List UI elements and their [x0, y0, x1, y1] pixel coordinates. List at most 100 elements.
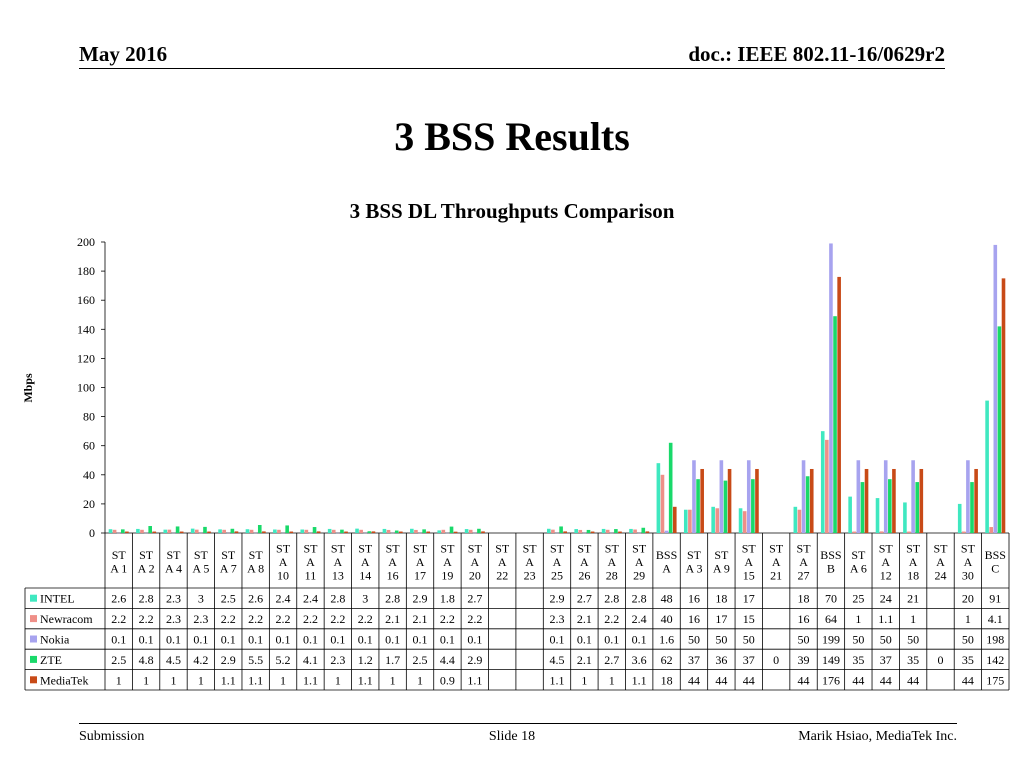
bar-nokia [856, 460, 861, 533]
bar-zte [696, 479, 700, 533]
bar-zte [257, 524, 262, 533]
data-value: 2.3 [166, 612, 181, 626]
data-value: 15 [743, 612, 755, 626]
data-value: 18 [798, 592, 810, 606]
data-value: 1.1 [632, 673, 647, 687]
bar-newracom [112, 529, 117, 533]
data-value: 2.2 [111, 612, 126, 626]
data-value: 1.6 [659, 633, 674, 647]
bar-newracom [989, 527, 994, 533]
data-value: 2.3 [550, 612, 565, 626]
bar-intel [820, 431, 825, 533]
category-label: ST A 29 [632, 541, 647, 582]
category-label: BSS A [656, 548, 677, 576]
data-value: 37 [688, 653, 700, 667]
legend-label: MediaTek [40, 673, 88, 687]
category-label: ST A 26 [577, 541, 592, 582]
data-value: 2.2 [248, 612, 263, 626]
bar-mediatek [152, 531, 157, 533]
bar-intel [683, 509, 688, 533]
data-value: 44 [743, 673, 755, 687]
data-value: 36 [715, 653, 727, 667]
data-value: 17 [715, 612, 727, 626]
data-value: 3.6 [632, 653, 647, 667]
bar-mediatek [727, 468, 732, 533]
data-value: 0.1 [330, 633, 345, 647]
category-label: ST A 30 [961, 541, 976, 582]
bar-nokia [692, 460, 696, 533]
bar-zte [668, 442, 673, 533]
data-value: 0.1 [358, 633, 373, 647]
bar-newracom [277, 529, 281, 533]
data-value: 0.1 [221, 633, 236, 647]
data-value: 0.1 [440, 633, 455, 647]
data-value: 70 [825, 592, 837, 606]
legend-swatch-newracom [30, 615, 37, 623]
chart-title: 3 BSS DL Throughputs Comparison [350, 199, 675, 223]
bar-intel [875, 498, 880, 533]
data-value: 0.9 [440, 673, 455, 687]
data-value: 50 [852, 633, 864, 647]
data-value: 1.8 [440, 592, 455, 606]
bar-mediatek [316, 531, 321, 533]
data-value: 18 [715, 592, 727, 606]
bar-newracom [715, 508, 720, 533]
data-value: 2.8 [330, 592, 345, 606]
footer-slide-number: Slide 18 [488, 729, 536, 744]
data-value: 91 [989, 592, 1001, 606]
data-value: 0.1 [139, 633, 154, 647]
data-value: 4.5 [550, 653, 565, 667]
bar-mediatek [179, 531, 184, 533]
data-value: 4.4 [440, 653, 455, 667]
data-value: 40 [661, 612, 673, 626]
category-label: ST A 18 [906, 541, 921, 582]
data-value: 2.8 [632, 592, 647, 606]
bar-zte [477, 528, 481, 533]
category-label: ST A 11 [303, 541, 318, 582]
bar-intel [136, 528, 140, 533]
category-label: ST A 9 [713, 548, 730, 576]
data-value: 2.5 [413, 653, 428, 667]
bar-intel [382, 528, 387, 533]
category-label: ST A 10 [276, 541, 291, 582]
data-value: 35 [962, 653, 974, 667]
data-value: 5.5 [248, 653, 263, 667]
legend-label: INTEL [40, 592, 75, 606]
data-value: 1 [855, 612, 861, 626]
bar-zte [422, 529, 426, 533]
category-label: ST A 7 [220, 548, 237, 576]
bar-newracom [825, 439, 829, 533]
legend-swatch-nokia [30, 635, 37, 643]
bar-intel [218, 529, 222, 533]
bar-newracom [797, 509, 802, 533]
bar-zte [148, 526, 152, 533]
bar-newracom [441, 529, 446, 533]
data-value: 1.1 [878, 612, 893, 626]
y-tick-label: 200 [77, 235, 95, 249]
bar-zte [614, 529, 618, 533]
bar-intel [300, 529, 305, 533]
category-label: ST A 2 [138, 548, 155, 576]
bar-newracom [551, 529, 555, 533]
bar-mediatek [371, 531, 376, 533]
y-tick-label: 20 [83, 497, 95, 511]
bar-zte [970, 482, 974, 533]
data-value: 20 [962, 592, 974, 606]
bar-intel [711, 506, 715, 533]
bar-mediatek [645, 531, 650, 533]
bar-intel [547, 528, 551, 533]
bar-newracom [660, 474, 665, 533]
bar-zte [833, 316, 837, 533]
bar-zte [175, 526, 180, 533]
data-value: 1 [910, 612, 916, 626]
bar-zte [805, 476, 810, 533]
bar-nokia [829, 243, 833, 533]
data-value: 24 [880, 592, 892, 606]
data-value: 2.5 [221, 592, 236, 606]
data-value: 39 [798, 653, 810, 667]
bar-zte [120, 529, 125, 533]
data-value: 2.6 [111, 592, 126, 606]
bar-mediatek [809, 468, 814, 533]
data-value: 4.2 [193, 653, 208, 667]
data-value: 175 [986, 673, 1004, 687]
